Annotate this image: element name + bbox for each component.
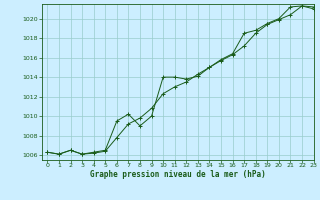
X-axis label: Graphe pression niveau de la mer (hPa): Graphe pression niveau de la mer (hPa) (90, 170, 266, 179)
